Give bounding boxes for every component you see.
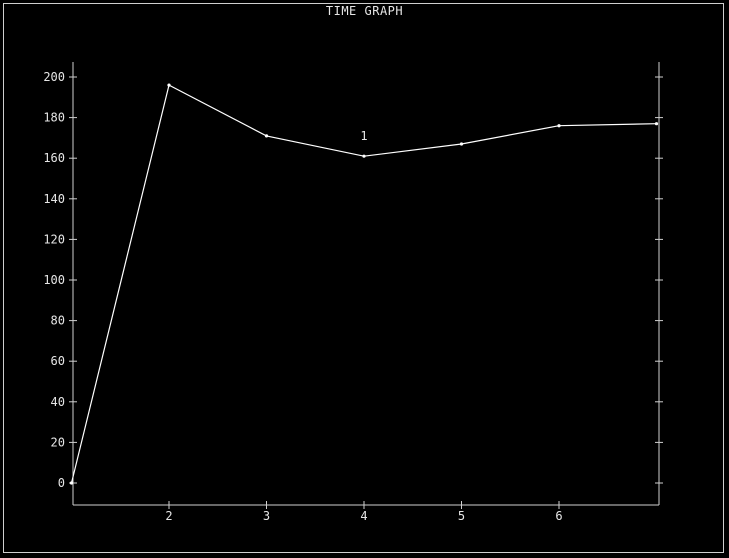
data-point: [654, 122, 659, 126]
series-line: [70, 84, 657, 484]
y-tick-label: 160: [43, 151, 65, 165]
x-tick-label: 4: [360, 509, 367, 523]
chart-title: TIME GRAPH: [325, 4, 404, 18]
data-point: [167, 83, 171, 87]
data-point: [362, 154, 366, 158]
x-tick-label: 2: [165, 509, 172, 523]
x-tick-label: 5: [458, 509, 465, 523]
data-point: [459, 142, 464, 146]
x-tick-label: 3: [263, 509, 270, 523]
y-tick-label: 80: [51, 314, 65, 328]
y-tick-label: 0: [58, 476, 65, 490]
y-tick-label: 180: [43, 111, 65, 125]
graph-window: [3, 3, 724, 553]
x-tick-label: 6: [555, 509, 562, 523]
y-tick-label: 200: [43, 70, 65, 84]
y-tick-label: 140: [43, 192, 65, 206]
y-tick-label: 40: [51, 395, 65, 409]
data-point: [69, 481, 74, 485]
y-tick-label: 100: [43, 273, 65, 287]
series-annotation: 1: [360, 129, 367, 143]
y-tick-label: 120: [43, 232, 65, 246]
y-tick-label: 60: [51, 354, 65, 368]
data-point: [264, 134, 269, 138]
data-point: [557, 124, 561, 128]
y-tick-label: 20: [51, 435, 65, 449]
